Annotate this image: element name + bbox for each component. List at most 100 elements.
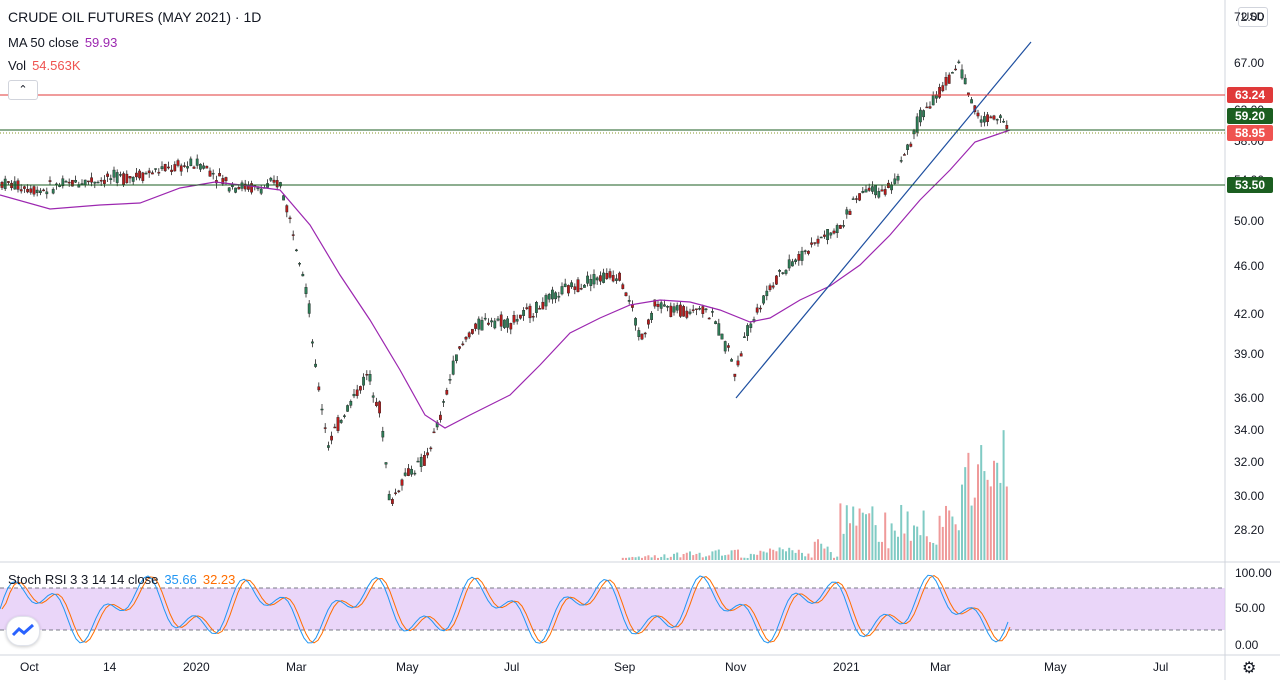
candle-body [576, 279, 580, 292]
candle-body [912, 130, 916, 135]
candle-body [563, 283, 567, 287]
volume-bar [724, 555, 727, 560]
candle [387, 490, 391, 501]
candle-body [666, 306, 670, 308]
volume-bar [743, 557, 746, 560]
candle-body [243, 183, 247, 190]
candle [295, 248, 298, 252]
candle-body [931, 94, 935, 106]
candle [362, 373, 365, 391]
candle [624, 291, 628, 297]
volume-bar [756, 554, 759, 560]
candle [499, 311, 503, 331]
volume-bar [823, 548, 826, 560]
candle-body [986, 114, 990, 122]
candle-body [448, 379, 452, 381]
volume-bar [913, 525, 915, 560]
candle-body [115, 172, 119, 183]
volume-bar [906, 511, 909, 560]
candle [637, 327, 641, 341]
candle-body [627, 300, 631, 302]
candle-body [336, 417, 340, 431]
candle [359, 385, 362, 394]
volume-bar [977, 464, 979, 560]
time-tick: 2020 [183, 660, 210, 674]
candle [768, 283, 772, 292]
volume-bar [762, 551, 765, 560]
candle-body [330, 435, 333, 441]
candle [557, 291, 561, 302]
volume-bar [935, 544, 938, 560]
volume-bar [666, 557, 669, 560]
candle-body [138, 170, 141, 179]
candle-body [343, 415, 346, 417]
volume-bar [836, 556, 839, 560]
candle-body [48, 180, 52, 182]
tradingview-logo[interactable] [6, 616, 40, 646]
candle [906, 143, 910, 155]
volume-bar [644, 556, 647, 560]
candle [669, 302, 673, 318]
candle-body [989, 116, 993, 119]
candle-body [346, 405, 349, 412]
candle [368, 370, 372, 386]
candle [544, 293, 548, 311]
candle [131, 176, 135, 186]
volume-bar [746, 557, 749, 560]
candle-body [413, 472, 417, 475]
candle-body [83, 179, 87, 186]
volume-bar [813, 541, 816, 560]
volume-bar [701, 557, 704, 560]
volume-bar [858, 508, 861, 560]
candle-body [903, 154, 906, 156]
volume-bar [708, 555, 711, 560]
candle-body [586, 275, 590, 284]
candle [150, 170, 154, 175]
candle-body [1002, 121, 1006, 123]
stoch-tick-100: 100.00 [1235, 566, 1272, 580]
logo-icon [11, 623, 34, 637]
candle [483, 313, 487, 321]
candle-body [122, 173, 126, 185]
stoch-legend[interactable]: Stoch RSI 3 3 14 14 close 35.66 32.23 [8, 572, 235, 587]
candle-body [957, 61, 961, 64]
candle-body [439, 414, 442, 420]
candle-body [311, 341, 314, 344]
currency-button[interactable]: USD [1238, 7, 1268, 27]
candle-body [157, 171, 161, 174]
candle-body [979, 119, 983, 123]
candle [800, 246, 804, 266]
candle [823, 230, 826, 239]
candle [826, 229, 830, 245]
candle-body [93, 181, 97, 184]
volume-bar [817, 539, 819, 560]
candle [515, 314, 519, 325]
volume-legend[interactable]: Vol 54.563K [8, 58, 81, 73]
candle-body [531, 316, 535, 318]
gear-icon[interactable]: ⚙ [1242, 660, 1257, 677]
candle-body [669, 305, 673, 317]
candle-body [621, 284, 625, 289]
candle [835, 223, 839, 238]
candle [621, 282, 625, 290]
candle [176, 158, 180, 168]
candle-body [432, 431, 436, 434]
candle [842, 220, 846, 229]
ma-legend[interactable]: MA 50 close 59.93 [8, 35, 117, 50]
volume-bar [714, 550, 717, 560]
volume-bar [788, 547, 791, 560]
candle-body [512, 315, 516, 323]
collapse-legend-button[interactable]: ⌃ [8, 80, 38, 100]
candle [397, 489, 401, 494]
volume-bar [682, 554, 685, 560]
candle-body [605, 273, 609, 280]
candle [944, 72, 948, 91]
candle [893, 173, 897, 185]
candle-body [352, 393, 356, 397]
candle-body [858, 193, 862, 201]
candle-body [70, 179, 74, 187]
symbol-title[interactable]: CRUDE OIL FUTURES (MAY 2021) · 1D [8, 9, 262, 25]
volume-bar [698, 552, 701, 560]
